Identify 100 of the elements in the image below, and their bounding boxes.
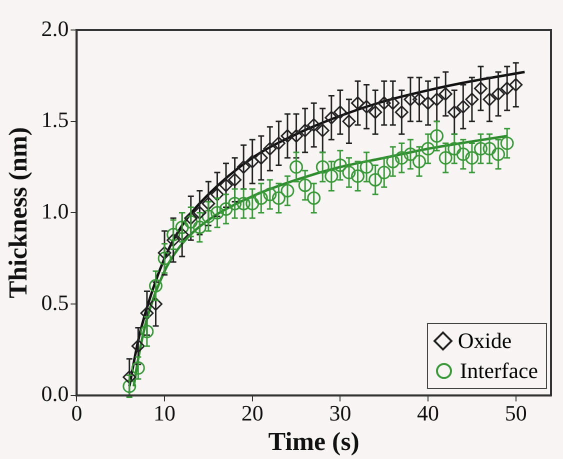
point: [421, 142, 435, 156]
point: [448, 142, 462, 156]
point: [386, 154, 400, 168]
point: [122, 380, 136, 394]
point: [254, 191, 268, 205]
point: [360, 100, 374, 114]
point: [377, 96, 391, 110]
point: [404, 147, 418, 161]
point: [438, 151, 452, 165]
point: [290, 129, 304, 143]
point: [158, 252, 172, 266]
point: [465, 151, 479, 165]
x-tick-label: 40: [417, 400, 440, 426]
point: [280, 129, 294, 143]
point: [500, 136, 514, 150]
point: [202, 196, 216, 210]
point: [228, 173, 242, 187]
point: [290, 160, 304, 174]
point: [342, 114, 356, 128]
point: [246, 154, 260, 168]
y-tick-label: 1.5: [41, 107, 69, 132]
legend-label: Interface: [460, 357, 538, 386]
point: [333, 158, 347, 172]
point: [246, 196, 260, 210]
x-tick-label: 20: [241, 400, 264, 426]
point: [448, 105, 462, 119]
x-tick-label: 10: [154, 400, 176, 426]
point: [351, 96, 365, 110]
point: [482, 142, 496, 156]
point: [351, 169, 365, 183]
point: [254, 151, 268, 165]
point: [131, 339, 145, 353]
point: [272, 191, 286, 205]
point: [404, 92, 418, 106]
point: [263, 188, 277, 202]
point: [474, 142, 488, 156]
point: [430, 129, 444, 143]
point: [210, 188, 224, 202]
y-tick-label: 1.0: [41, 198, 69, 224]
point: [324, 110, 338, 124]
point: [386, 96, 400, 110]
y-tick-label: 0.5: [41, 290, 69, 315]
point: [394, 105, 408, 119]
point: [263, 142, 277, 156]
point: [438, 87, 452, 101]
point: [430, 92, 444, 106]
point: [140, 306, 154, 320]
point: [236, 160, 250, 174]
point: [166, 228, 180, 242]
point: [280, 184, 294, 198]
point: [184, 211, 198, 225]
point: [474, 82, 488, 96]
point: [140, 324, 154, 338]
legend-label: Oxide: [458, 327, 512, 356]
y-tick-label: 0.0: [41, 381, 69, 406]
point: [175, 220, 189, 234]
point: [236, 196, 250, 210]
point: [166, 233, 180, 247]
point: [192, 206, 206, 220]
point: [149, 279, 162, 293]
point: [465, 92, 479, 106]
point: [492, 147, 506, 161]
point: [377, 166, 391, 180]
point: [307, 118, 321, 132]
point: [175, 228, 189, 242]
point: [456, 147, 470, 161]
point: [412, 92, 426, 106]
point: [192, 220, 206, 234]
point: [342, 166, 356, 180]
point: [307, 191, 321, 205]
point: [131, 361, 145, 375]
y-tick-label: 2.0: [41, 16, 69, 41]
point: [368, 105, 382, 119]
point: [184, 215, 198, 229]
x-tick-label: 30: [329, 400, 352, 426]
point: [492, 87, 506, 101]
point: [368, 173, 382, 187]
point: [149, 297, 162, 311]
point: [324, 169, 338, 183]
point: [219, 178, 233, 192]
point: [360, 160, 374, 174]
point: [421, 96, 435, 110]
point: [412, 154, 426, 168]
point: [210, 206, 224, 220]
x-tick-label: 0: [71, 400, 82, 426]
point: [333, 105, 347, 119]
point: [509, 78, 523, 92]
point: [298, 124, 312, 138]
point: [122, 370, 136, 384]
point: [500, 82, 514, 96]
point: [316, 124, 330, 138]
y-axis-title: Thickness (nm): [3, 127, 32, 298]
point: [298, 178, 312, 192]
point: [316, 160, 330, 174]
point: [202, 210, 216, 224]
point: [482, 92, 496, 106]
point: [394, 151, 408, 165]
x-tick-label: 50: [504, 400, 527, 426]
point: [272, 136, 286, 150]
point: [228, 196, 242, 210]
